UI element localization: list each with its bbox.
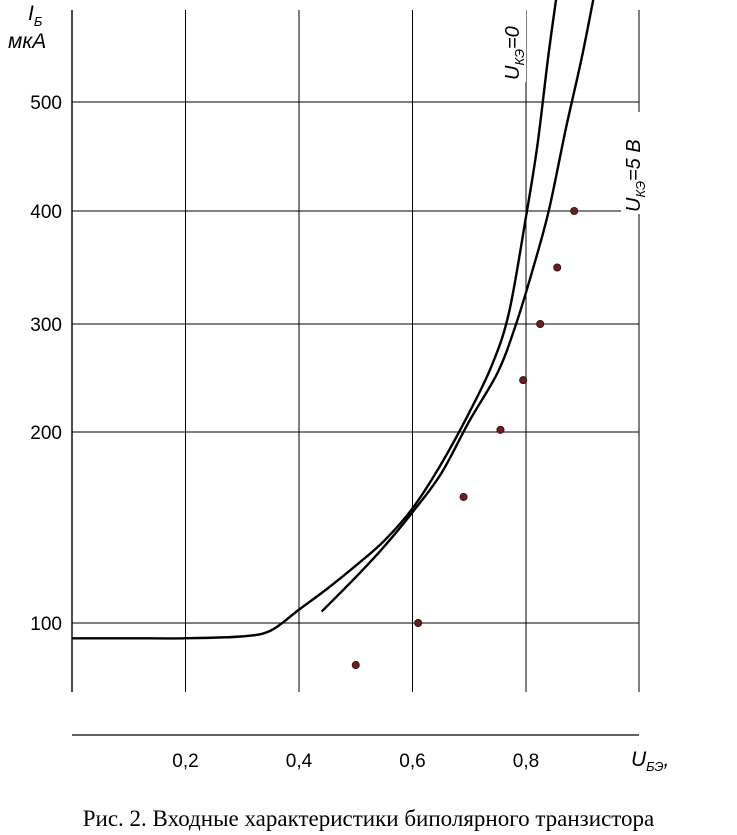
x-tick-label: 0,2 bbox=[172, 751, 198, 772]
x-tick-label: 0,4 bbox=[286, 751, 313, 772]
y-axis-label: IБ bbox=[28, 2, 43, 29]
figure-caption: Рис. 2. Входные характеристики биполярно… bbox=[82, 806, 655, 831]
measured-point bbox=[570, 206, 579, 215]
y-axis-unit: мкА bbox=[8, 30, 46, 53]
curve-label-uke-5: UКЭ=5 В bbox=[621, 112, 648, 214]
x-axis-label: UБЭ, bbox=[631, 748, 669, 774]
measured-point bbox=[351, 661, 360, 670]
y-tick-label: 200 bbox=[30, 423, 62, 444]
chart-grid bbox=[71, 10, 640, 736]
svg-text:UКЭ=0: UКЭ=0 bbox=[502, 26, 527, 80]
y-tick-label: 400 bbox=[30, 202, 62, 223]
measured-point bbox=[553, 263, 562, 272]
y-tick-label: 500 bbox=[30, 93, 62, 114]
y-tick-label: 100 bbox=[30, 614, 62, 635]
curve-uke-5 bbox=[320, 0, 595, 613]
measured-point bbox=[459, 492, 468, 501]
curve-label-uke-0: UКЭ=0 bbox=[500, 8, 527, 82]
tick-labels: 100 200 300 400 500 0,2 0,4 0,6 0,8 bbox=[30, 93, 539, 772]
measured-points bbox=[351, 206, 579, 670]
curve-uke-0 bbox=[72, 0, 558, 640]
measured-point bbox=[519, 376, 528, 385]
measured-point bbox=[496, 425, 505, 434]
measured-point bbox=[414, 619, 423, 628]
svg-text:UКЭ=5 В: UКЭ=5 В bbox=[623, 139, 648, 212]
x-tick-label: 0,6 bbox=[399, 751, 425, 772]
measured-point bbox=[536, 319, 545, 328]
x-tick-label: 0,8 bbox=[513, 751, 539, 772]
characteristic-curves bbox=[72, 0, 595, 640]
y-tick-label: 300 bbox=[30, 315, 62, 336]
